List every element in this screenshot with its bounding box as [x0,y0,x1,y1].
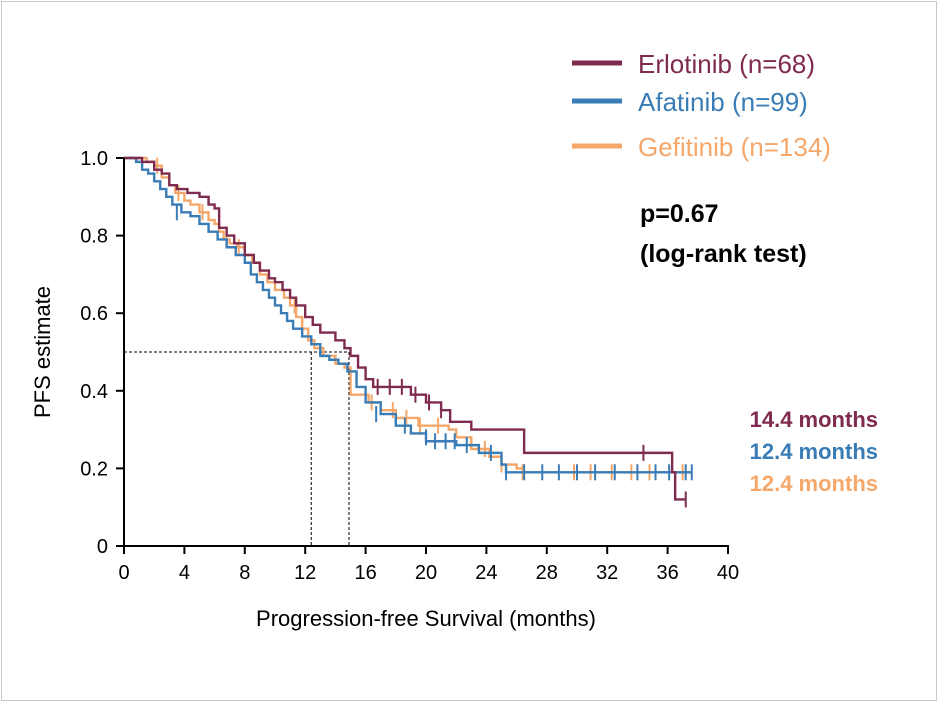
legend-label: Erlotinib (n=68) [638,49,815,79]
legend-label: Afatinib (n=99) [638,87,808,117]
test-label: (log-rank test) [640,240,807,268]
y-tick-label: 0 [97,536,108,558]
axes [123,158,729,547]
series-2 [124,156,692,481]
x-ticks: 0 4 8 12 16 20 24 28 32 36 40 [118,546,739,584]
y-ticks: 0 0.2 0.4 0.6 0.8 1.0 [80,148,124,558]
y-tick-label: 0.4 [80,381,108,403]
median-labels: 14.4 months 12.4 months 12.4 months [750,407,878,496]
x-tick-label: 12 [294,562,316,584]
x-tick-label: 36 [656,562,678,584]
median-label: 14.4 months [750,407,878,432]
y-tick-label: 1.0 [80,148,108,170]
km-step-line [124,156,686,501]
y-axis-title: PFS estimate [30,286,55,418]
legend: Erlotinib (n=68) Afatinib (n=99) Gefitinib… [572,49,831,162]
x-tick-label: 16 [354,562,376,584]
km-step-line [124,156,692,474]
x-tick-label: 20 [415,562,437,584]
median-label: 12.4 months [750,439,878,464]
median-label: 12.4 months [750,471,878,496]
x-tick-label: 4 [179,562,190,584]
y-tick-label: 0.6 [80,303,108,325]
series-1 [124,156,693,481]
km-step-line [124,156,692,474]
x-tick-label: 0 [118,562,129,584]
x-tick-label: 28 [536,562,558,584]
y-tick-label: 0.8 [80,226,108,248]
x-tick-label: 32 [596,562,618,584]
legend-label: Gefitinib (n=134) [638,132,831,162]
p-value: p=0.67 [640,200,719,228]
series-layer [124,156,693,508]
x-tick-label: 24 [475,562,497,584]
y-tick-label: 0.2 [80,458,108,480]
x-tick-label: 40 [717,562,739,584]
x-axis-title: Progression-free Survival (months) [256,606,596,631]
median-reference-lines [124,351,350,546]
series-0 [124,156,687,508]
x-tick-label: 8 [239,562,250,584]
